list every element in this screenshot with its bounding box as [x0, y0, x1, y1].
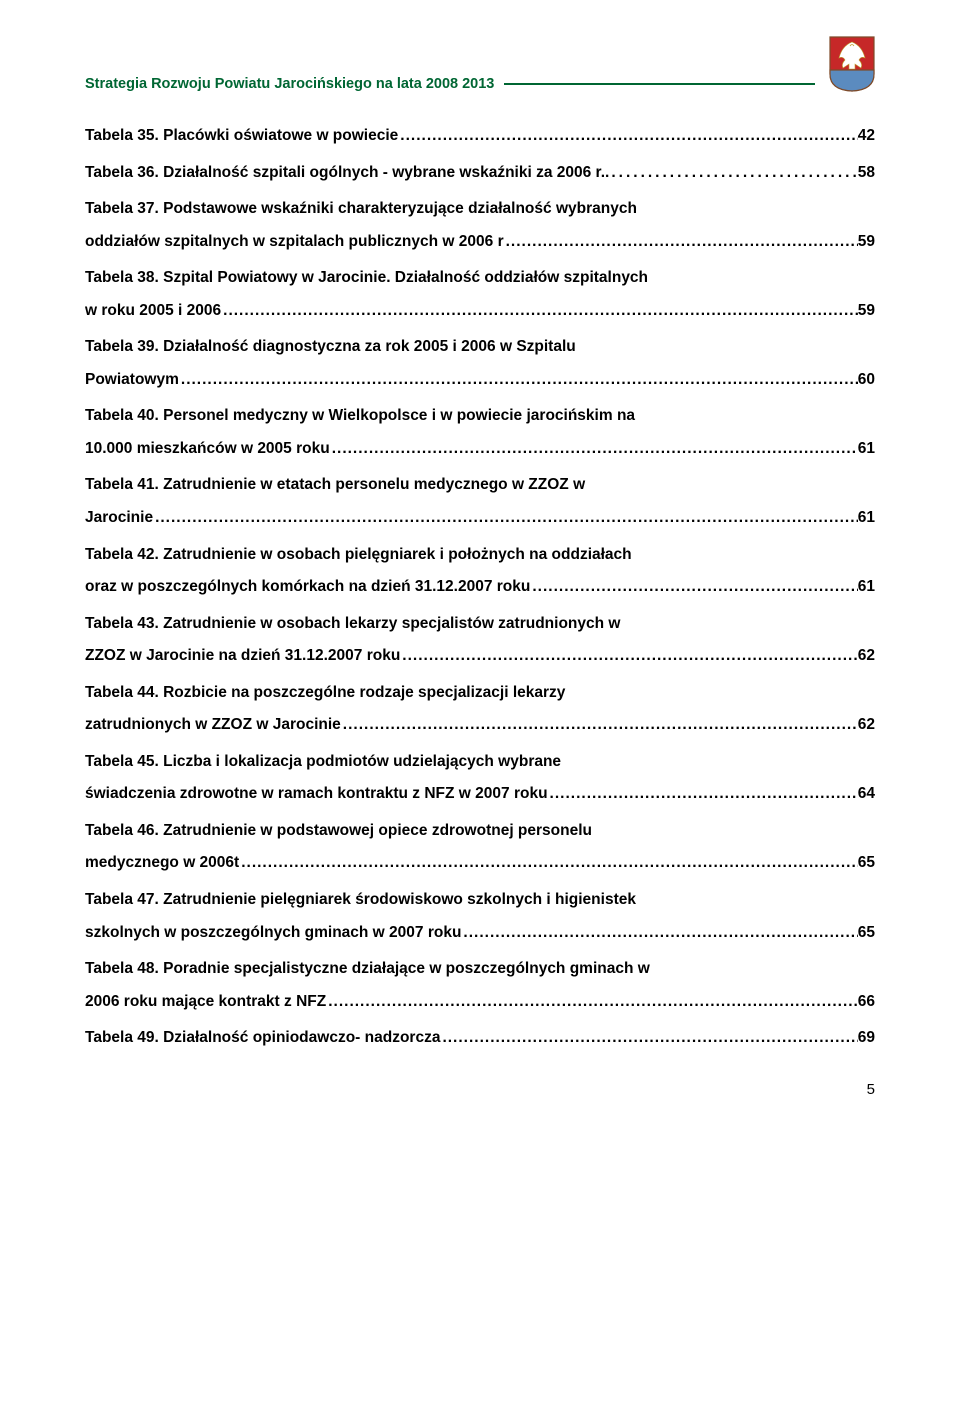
toc-entry-last-line: świadczenia zdrowotne w ramach kontraktu… [85, 778, 875, 811]
toc-entry-last-line: w roku 2005 i 2006 59 [85, 295, 875, 328]
page-number: 5 [85, 1081, 875, 1098]
toc-entry-title-tail: zatrudnionych w ZZOZ w Jarocinie [85, 709, 341, 742]
toc-entry-last-line: 2006 roku mające kontrakt z NFZ 66 [85, 986, 875, 1019]
toc-entry-last-line: zatrudnionych w ZZOZ w Jarocinie 62 [85, 709, 875, 742]
toc-entry: Tabela 46. Zatrudnienie w podstawowej op… [85, 815, 875, 880]
toc-leader-dots [239, 847, 858, 880]
toc-entry: Tabela 48. Poradnie specjalistyczne dzia… [85, 953, 875, 1018]
toc-entry-last-line: szkolnych w poszczególnych gminach w 200… [85, 917, 875, 950]
toc-entry-title: Tabela 36. Działalność szpitali ogólnych… [85, 157, 609, 190]
toc-entry-page: 66 [858, 986, 875, 1019]
toc-entry-title-tail: 10.000 mieszkańców w 2005 roku [85, 433, 330, 466]
toc-entry-title-line: Tabela 48. Poradnie specjalistyczne dzia… [85, 953, 875, 986]
document-header: Strategia Rozwoju Powiatu Jarocińskiego … [85, 50, 875, 92]
toc-entry-title-tail: oddziałów szpitalnych w szpitalach publi… [85, 226, 504, 259]
toc-entry-title-line: Tabela 47. Zatrudnienie pielęgniarek śro… [85, 884, 875, 917]
toc-entry-title: Tabela 35. Placówki oświatowe w powiecie [85, 120, 398, 153]
toc-entry: Tabela 44. Rozbicie na poszczególne rodz… [85, 677, 875, 742]
toc-leader-dots [461, 917, 857, 950]
toc-entry-title-tail: w roku 2005 i 2006 [85, 295, 221, 328]
toc-entry-title-tail: medycznego w 2006t [85, 847, 239, 880]
toc-entry: Tabela 36. Działalność szpitali ogólnych… [85, 157, 875, 190]
toc-entry-last-line: oddziałów szpitalnych w szpitalach publi… [85, 226, 875, 259]
toc-entry: Tabela 43. Zatrudnienie w osobach lekarz… [85, 608, 875, 673]
toc-entry-last-line: 10.000 mieszkańców w 2005 roku 61 [85, 433, 875, 466]
toc-entry: Tabela 39. Działalność diagnostyczna za … [85, 331, 875, 396]
toc-entry-page: 59 [858, 295, 875, 328]
toc-entry-title-line: Tabela 42. Zatrudnienie w osobach pielęg… [85, 539, 875, 572]
toc-entry-page: 58 [858, 157, 875, 190]
toc-entry-title-line: Tabela 38. Szpital Powiatowy w Jarocinie… [85, 262, 875, 295]
toc-entry-title-line: Tabela 45. Liczba i lokalizacja podmiotó… [85, 746, 875, 779]
toc-leader-dots [548, 778, 858, 811]
toc-entry-last-line: medycznego w 2006t 65 [85, 847, 875, 880]
toc-entry-title-line: Tabela 40. Personel medyczny w Wielkopol… [85, 400, 875, 433]
toc-entry-page: 60 [858, 364, 875, 397]
toc-entry-title-line: Tabela 43. Zatrudnienie w osobach lekarz… [85, 608, 875, 641]
toc-leader-dots [400, 640, 857, 673]
toc-entry: Tabela 49. Działalność opiniodawczo- nad… [85, 1022, 875, 1055]
toc-entry-page: 62 [858, 640, 875, 673]
toc-entry: Tabela 35. Placówki oświatowe w powiecie… [85, 120, 875, 153]
toc-entry-title-line: Tabela 41. Zatrudnienie w etatach person… [85, 469, 875, 502]
toc-entry: Tabela 45. Liczba i lokalizacja podmiotó… [85, 746, 875, 811]
header-title-row: Strategia Rozwoju Powiatu Jarocińskiego … [85, 76, 829, 92]
toc-entry-last-line: oraz w poszczególnych komórkach na dzień… [85, 571, 875, 604]
toc-leader-dots [341, 709, 858, 742]
toc-leader-dots [398, 120, 857, 153]
toc-entry-page: 59 [858, 226, 875, 259]
toc-entry-title-line: Tabela 46. Zatrudnienie w podstawowej op… [85, 815, 875, 848]
toc-entry-page: 69 [858, 1022, 875, 1055]
toc-leader-dots [330, 433, 858, 466]
toc-entry-last-line: Powiatowym 60 [85, 364, 875, 397]
toc-entry: Tabela 42. Zatrudnienie w osobach pielęg… [85, 539, 875, 604]
toc-leader-dots [326, 986, 858, 1019]
toc-entry: Tabela 40. Personel medyczny w Wielkopol… [85, 400, 875, 465]
toc-leader-dots [153, 502, 858, 535]
toc-entry-title-tail: 2006 roku mające kontrakt z NFZ [85, 986, 326, 1019]
header-title-text: Strategia Rozwoju Powiatu Jarocińskiego … [85, 76, 494, 92]
toc-entry-title-tail: szkolnych w poszczególnych gminach w 200… [85, 917, 461, 950]
toc-entry-title-line: Tabela 37. Podstawowe wskaźniki charakte… [85, 193, 875, 226]
toc-entry-title-tail: Jarocinie [85, 502, 153, 535]
toc-entry-page: 62 [858, 709, 875, 742]
toc-leader-dots [530, 571, 857, 604]
coat-of-arms-icon [829, 36, 875, 92]
toc-entry-page: 61 [858, 433, 875, 466]
toc-entry-title-line: Tabela 39. Działalność diagnostyczna za … [85, 331, 875, 364]
toc-entry-title-tail: ZZOZ w Jarocinie na dzień 31.12.2007 rok… [85, 640, 400, 673]
toc-leader-dots [440, 1022, 857, 1055]
toc-leader-dots [179, 364, 858, 397]
toc-entry-title: Tabela 49. Działalność opiniodawczo- nad… [85, 1022, 440, 1055]
toc-entry-page: 65 [858, 847, 875, 880]
toc-entry: Tabela 41. Zatrudnienie w etatach person… [85, 469, 875, 534]
toc-entry: Tabela 37. Podstawowe wskaźniki charakte… [85, 193, 875, 258]
toc-entry: Tabela 38. Szpital Powiatowy w Jarocinie… [85, 262, 875, 327]
toc-leader-dots [609, 157, 857, 190]
toc-entry-page: 64 [858, 778, 875, 811]
toc-entry-title-tail: oraz w poszczególnych komórkach na dzień… [85, 571, 530, 604]
toc-entry-page: 65 [858, 917, 875, 950]
table-of-contents: Tabela 35. Placówki oświatowe w powiecie… [85, 120, 875, 1055]
toc-entry-page: 42 [858, 120, 875, 153]
toc-leader-dots [221, 295, 858, 328]
toc-entry-page: 61 [858, 502, 875, 535]
toc-entry-last-line: Jarocinie 61 [85, 502, 875, 535]
toc-entry-page: 61 [858, 571, 875, 604]
toc-entry: Tabela 47. Zatrudnienie pielęgniarek śro… [85, 884, 875, 949]
header-rule [504, 83, 815, 85]
toc-entry-title-tail: świadczenia zdrowotne w ramach kontraktu… [85, 778, 548, 811]
toc-entry-title-line: Tabela 44. Rozbicie na poszczególne rodz… [85, 677, 875, 710]
toc-leader-dots [504, 226, 858, 259]
toc-entry-last-line: ZZOZ w Jarocinie na dzień 31.12.2007 rok… [85, 640, 875, 673]
toc-entry-title-tail: Powiatowym [85, 364, 179, 397]
